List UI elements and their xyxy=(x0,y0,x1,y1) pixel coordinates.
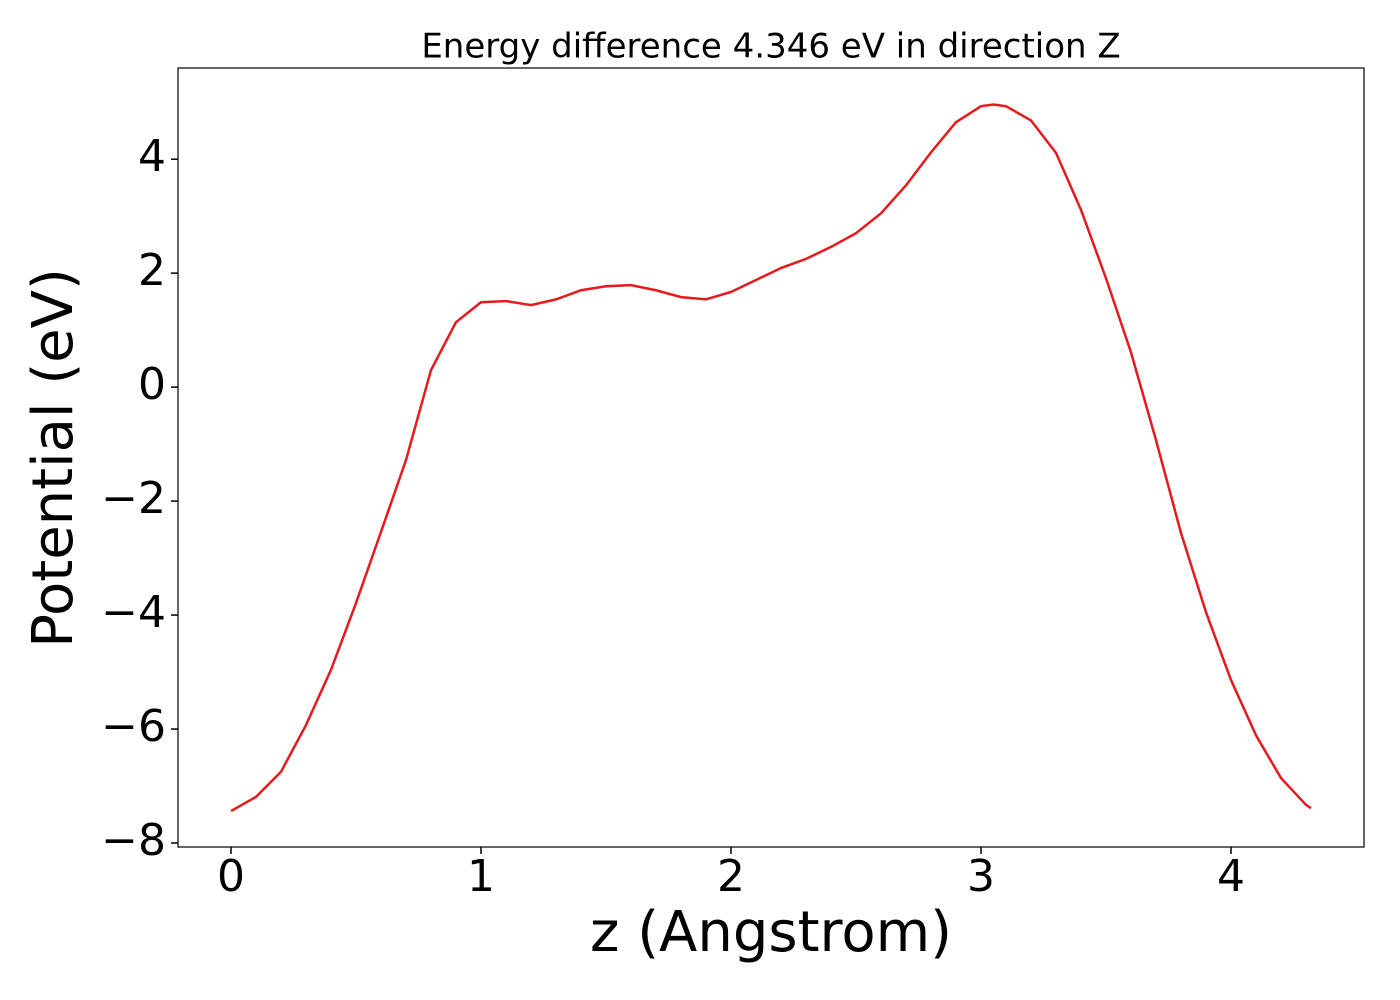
plot-frame xyxy=(177,67,1365,848)
y-tick-label: −6 xyxy=(101,701,166,752)
chart-title: Energy difference 4.346 eV in direction … xyxy=(421,27,1120,67)
y-axis-label: Potential (eV) xyxy=(21,268,86,648)
x-tick-label: 1 xyxy=(467,851,495,902)
x-tick-label: 3 xyxy=(967,851,995,902)
x-tick-label: 0 xyxy=(217,851,245,902)
x-tick-label: 4 xyxy=(1217,851,1245,902)
y-tick-label: −4 xyxy=(101,587,166,638)
y-tick-label: 0 xyxy=(138,359,166,410)
y-tick-label: 4 xyxy=(138,131,166,182)
x-axis-label: z (Angstrom) xyxy=(590,900,952,965)
y-tick-label: −2 xyxy=(101,473,166,524)
y-tick-label: −8 xyxy=(101,815,166,866)
x-tick-label: 2 xyxy=(717,851,745,902)
y-tick-label: 2 xyxy=(138,245,166,296)
line-series xyxy=(230,103,1312,813)
